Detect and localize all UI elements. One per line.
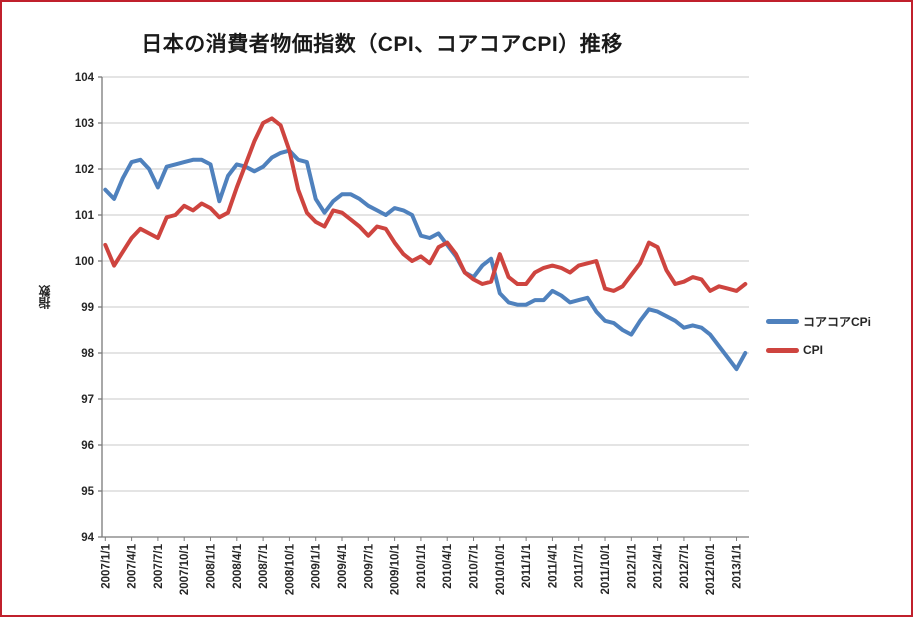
y-tick-label-102: 102	[75, 164, 94, 176]
x-tick-label-12: 2010/1/1	[416, 543, 428, 588]
x-tick-label-17: 2011/4/1	[547, 543, 559, 588]
y-tick-label-97: 97	[81, 394, 94, 406]
x-tick-label-3: 2007/10/1	[179, 543, 191, 595]
y-tick-label-100: 100	[75, 256, 94, 268]
y-tick-label-96: 96	[81, 440, 94, 452]
legend-item-cpi[interactable]: CPI	[766, 339, 871, 361]
series-line-core-core-cpi	[103, 148, 748, 372]
x-tick-label-4: 2008/1/1	[206, 543, 218, 588]
legend: コアコアCPi CPI	[766, 310, 871, 368]
y-tick-label-103: 103	[75, 118, 94, 130]
x-tick-label-18: 2011/7/1	[574, 543, 586, 588]
x-tick-label-11: 2009/10/1	[390, 543, 402, 595]
y-tick-label-101: 101	[75, 210, 95, 222]
x-tick-label-22: 2012/7/1	[679, 543, 691, 588]
x-tick-label-23: 2012/10/1	[705, 543, 717, 595]
y-tick-label-94: 94	[81, 532, 94, 544]
y-tick-label-104: 104	[75, 72, 95, 84]
x-tick-label-7: 2008/10/1	[284, 543, 296, 595]
series-line-cpi	[103, 116, 748, 293]
x-tick-label-16: 2011/1/1	[521, 543, 533, 588]
x-tick-label-14: 2010/7/1	[469, 543, 481, 588]
x-tick-label-20: 2012/1/1	[626, 543, 638, 588]
x-tick-label-0: 2007/1/1	[100, 543, 112, 588]
y-tick-label-95: 95	[81, 486, 94, 498]
x-tick-label-13: 2010/4/1	[442, 543, 454, 588]
y-tick-label-98: 98	[81, 348, 94, 360]
legend-label-cpi: CPI	[803, 343, 824, 357]
y-tick-label-99: 99	[81, 302, 94, 314]
x-tick-label-24: 2013/1/1	[732, 543, 744, 588]
x-tick-label-2: 2007/7/1	[153, 543, 165, 588]
chart-title: 日本の消費者物価指数（CPI、コアコアCPI）推移	[141, 33, 623, 56]
x-tick-label-10: 2009/7/1	[363, 543, 375, 588]
legend-item-core-core-cpi[interactable]: コアコアCPi	[766, 310, 871, 332]
x-tick-label-8: 2009/1/1	[311, 543, 323, 588]
x-tick-label-19: 2011/10/1	[600, 543, 612, 594]
x-tick-label-6: 2008/7/1	[258, 543, 270, 588]
core-core-cpi-line-swatch	[766, 318, 799, 324]
x-tick-label-9: 2009/4/1	[337, 543, 349, 588]
legend-label-core-core-cpi: コアコアCPi	[803, 314, 872, 329]
x-tick-label-5: 2008/4/1	[232, 543, 244, 588]
x-tick-label-1: 2007/4/1	[127, 543, 139, 588]
cpi-line-swatch	[766, 347, 799, 353]
x-tick-label-15: 2010/10/1	[495, 543, 507, 595]
x-tick-label-21: 2012/4/1	[653, 543, 665, 588]
